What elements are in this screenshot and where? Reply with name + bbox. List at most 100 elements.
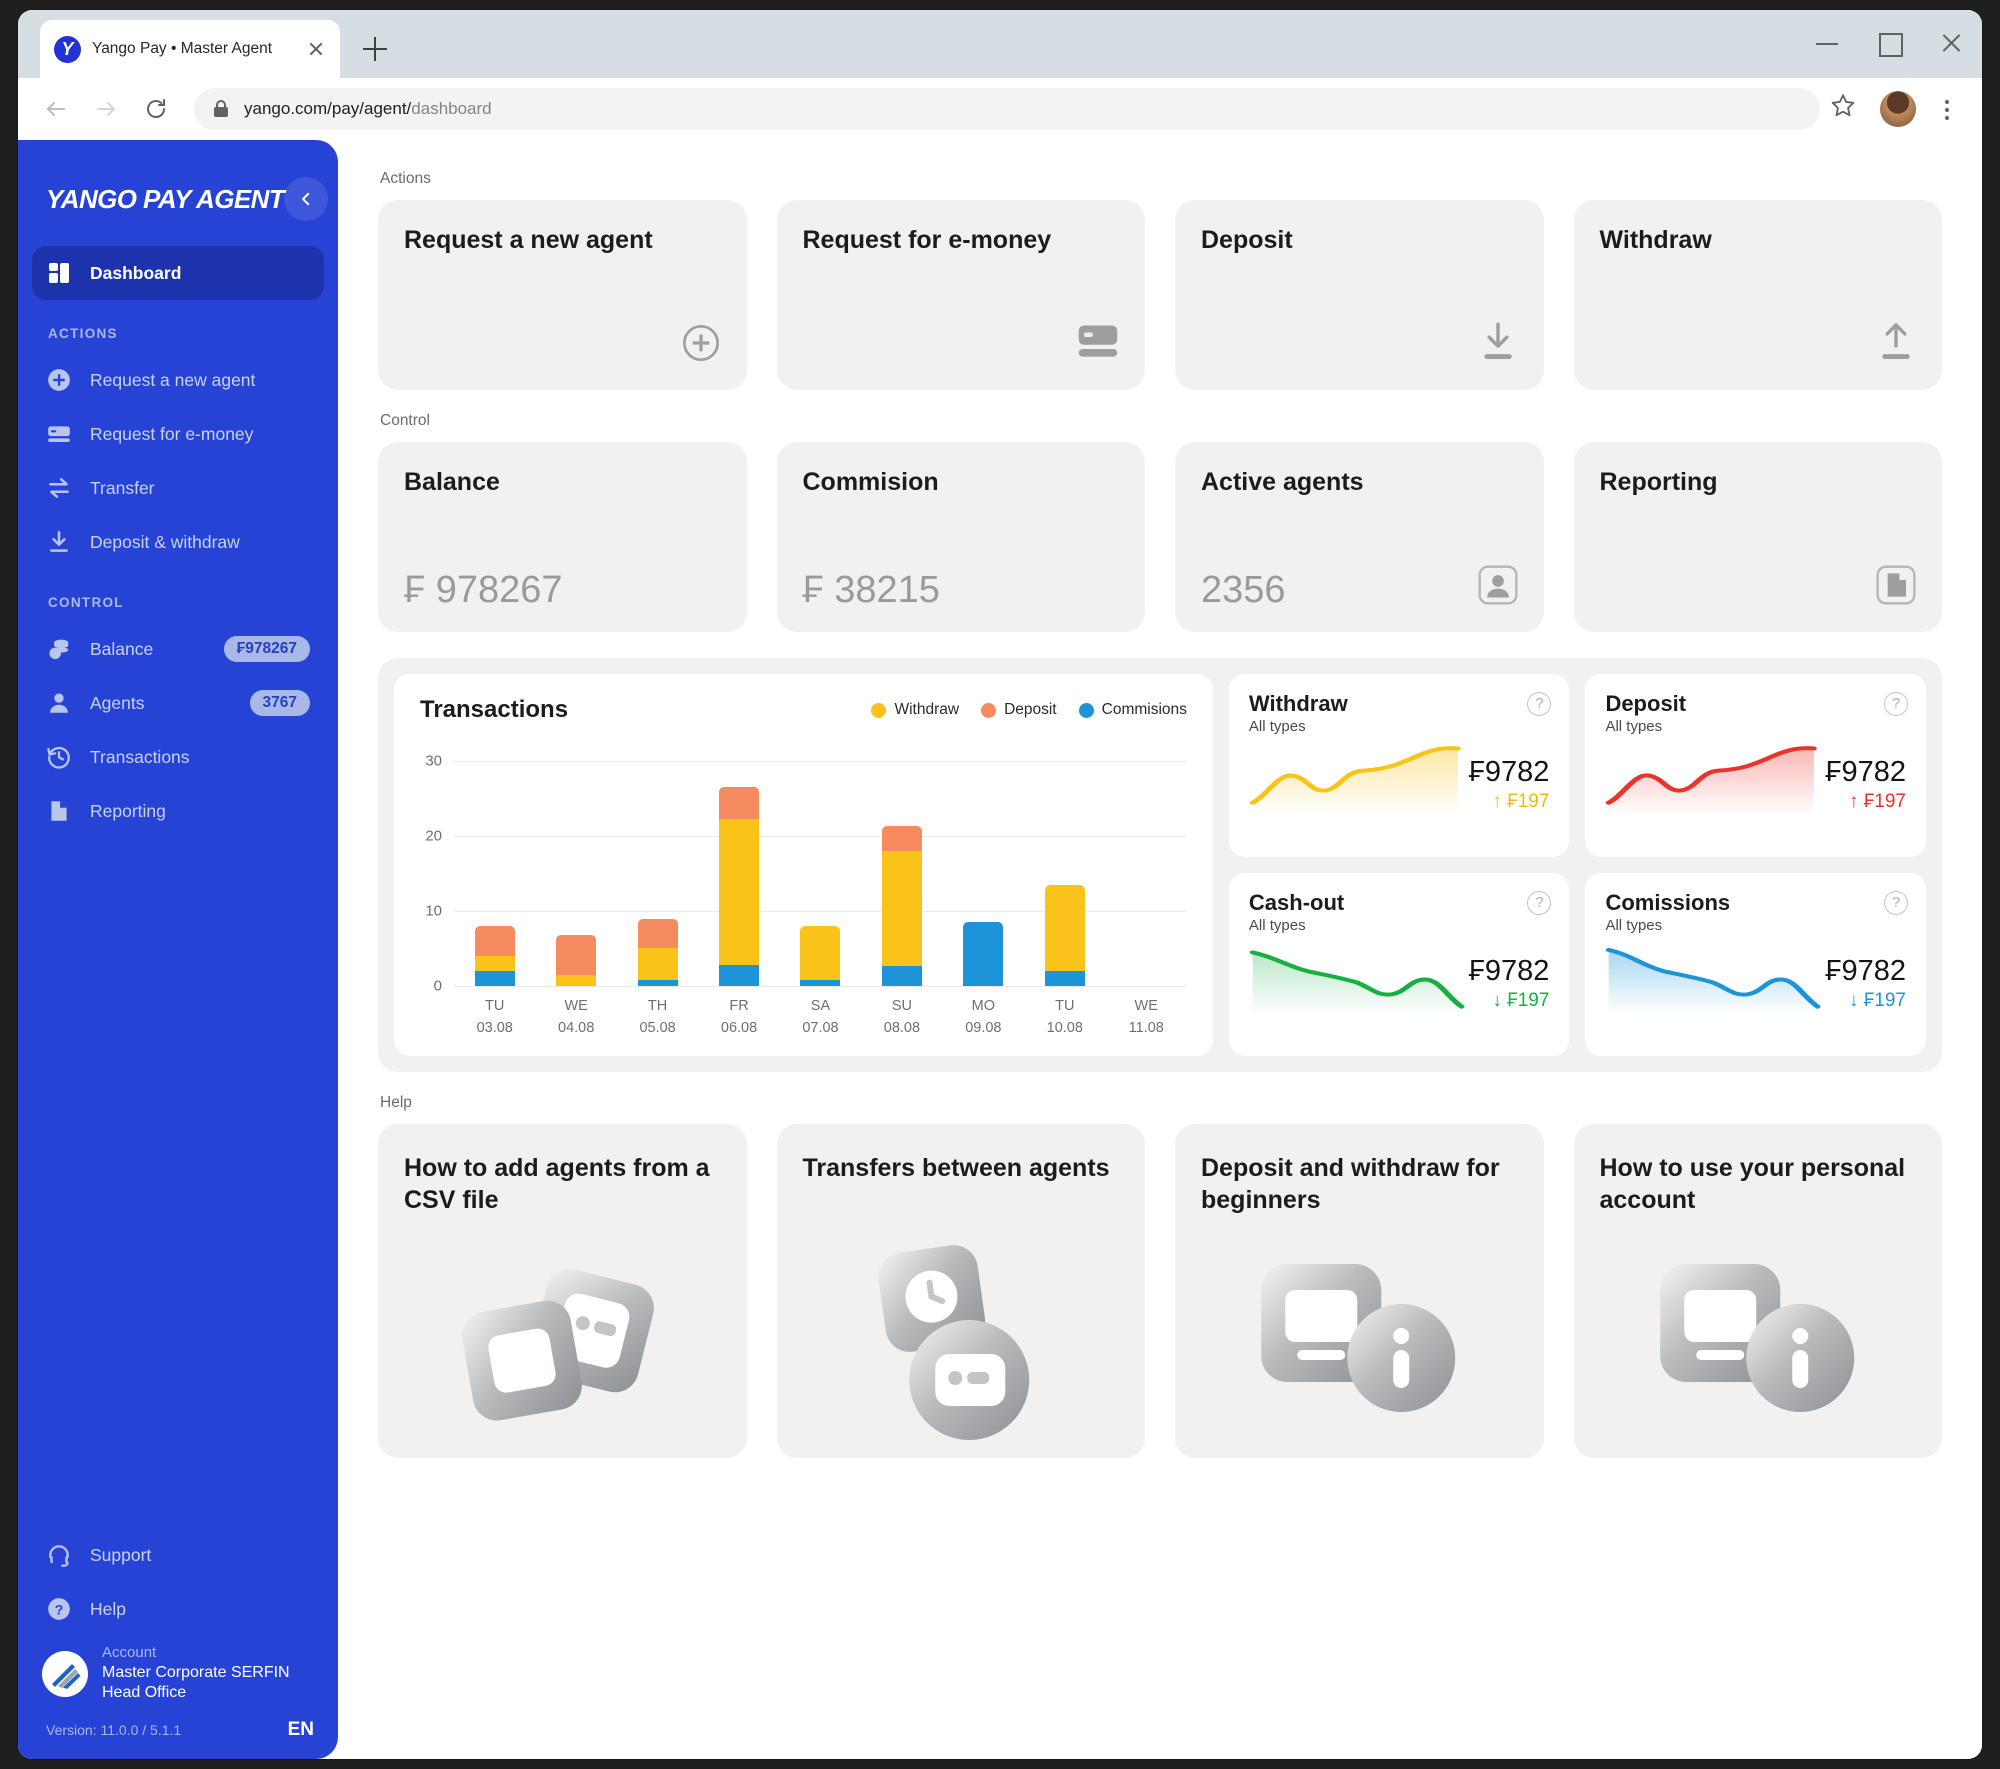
sidebar-item-request-emoney[interactable]: Request for e-money: [32, 407, 324, 461]
account-row[interactable]: Account Master Corporate SERFIN Head Off…: [18, 1636, 338, 1703]
card-title: Deposit and withdraw for beginners: [1201, 1153, 1500, 1214]
control-card-balance[interactable]: Balance ₣ 978267: [378, 442, 747, 632]
bar-segment-deposit: [637, 919, 678, 948]
bookmark-star-icon[interactable]: [1830, 92, 1864, 126]
help-icon[interactable]: ?: [1527, 692, 1552, 716]
sparkline-down: [1249, 950, 1465, 1014]
sidebar-item-agents[interactable]: Agents 3767: [32, 676, 324, 730]
address-bar[interactable]: yango.com/pay/agent/dashboard: [194, 88, 1820, 130]
bar-column[interactable]: [698, 746, 779, 986]
metric-value: ₣9782: [1468, 954, 1550, 987]
help-card-csv-agents[interactable]: How to add agents from a CSV file: [378, 1123, 747, 1458]
minimize-icon[interactable]: [1796, 10, 1858, 78]
x-axis-label: TU 03.08: [476, 998, 513, 1036]
browser-tab[interactable]: Y Yango Pay • Master Agent: [40, 20, 340, 78]
sidebar-item-label: Transfer: [90, 477, 155, 498]
card-title: How to add agents from a CSV file: [404, 1153, 710, 1214]
help-icon[interactable]: ?: [1884, 692, 1908, 716]
legend-item-withdraw[interactable]: Withdraw: [871, 701, 959, 719]
x-axis-label: WE 04.08: [558, 998, 595, 1036]
person-icon: [46, 690, 72, 716]
sidebar-item-support[interactable]: Support: [32, 1528, 324, 1582]
legend-dot-deposit: [981, 702, 997, 718]
person-box-icon: [1478, 565, 1518, 610]
browser-toolbar: yango.com/pay/agent/dashboard: [18, 78, 1982, 140]
action-card-deposit[interactable]: Deposit: [1175, 200, 1544, 390]
bar-column[interactable]: [861, 746, 942, 986]
account-texts: Account Master Corporate SERFIN Head Off…: [102, 1644, 290, 1703]
sidebar: YANGO PAY AGENT Dashboard ACTIONS Reques…: [18, 140, 338, 1759]
metric-card-deposit[interactable]: ? Deposit All types ₣9782 ↑ ₣197: [1585, 674, 1926, 857]
metric-card-withdraw[interactable]: ? Withdraw All types ₣9782 ↑ ₣197: [1228, 674, 1570, 857]
bar-column[interactable]: [617, 746, 698, 986]
bar-column[interactable]: [943, 746, 1024, 986]
chart-plot-area: 0 10 20 30: [425, 746, 1187, 995]
bar-stack: [719, 786, 760, 986]
action-card-withdraw[interactable]: Withdraw: [1573, 200, 1942, 390]
bar-segment-withdraw: [556, 974, 597, 986]
bar-column[interactable]: [1024, 746, 1105, 986]
plus-circle-icon: [46, 367, 72, 393]
card-icon: [1077, 323, 1119, 368]
chart-header: Transactions Withdraw Deposit: [420, 696, 1187, 724]
help-icon[interactable]: ?: [1884, 890, 1908, 915]
metric-title: Deposit: [1605, 691, 1687, 716]
metric-subtitle: All types: [1248, 718, 1306, 736]
card-title: Request a new agent: [404, 226, 653, 254]
card-value: ₣ 978267: [404, 569, 563, 611]
language-switcher[interactable]: EN: [287, 1719, 314, 1740]
reload-icon[interactable]: [136, 89, 176, 129]
control-card-commision[interactable]: Commision ₣ 38215: [776, 442, 1145, 632]
sparkline-down: [1606, 947, 1821, 1014]
sidebar-item-reporting[interactable]: Reporting: [32, 784, 324, 838]
chart-legend: Withdraw Deposit Commisions: [871, 701, 1187, 719]
bar-column[interactable]: [780, 746, 861, 986]
y-axis-tick: 10: [425, 902, 442, 920]
metric-card-cash-out[interactable]: ? Cash-out All types ₣9782 ↓ ₣197: [1228, 872, 1570, 1056]
new-tab-button[interactable]: [352, 26, 398, 72]
bar-segment-withdraw: [1044, 884, 1085, 971]
transfer-agents-art: [777, 1242, 1146, 1452]
chart-title: Transactions: [420, 696, 569, 723]
account-label: Account: [102, 1644, 157, 1662]
back-icon[interactable]: [36, 89, 76, 129]
svg-text:?: ?: [55, 1602, 64, 1618]
help-icon[interactable]: ?: [1527, 890, 1552, 915]
help-card-transfers[interactable]: Transfers between agents: [776, 1123, 1146, 1458]
metric-subtitle: All types: [1605, 916, 1663, 934]
legend-item-deposit[interactable]: Deposit: [981, 701, 1057, 719]
main-content: Actions Request a new agent Request for …: [338, 140, 1982, 1759]
metric-card-comissions[interactable]: ? Comissions All types ₣9782 ↓ ₣197: [1585, 872, 1926, 1056]
sidebar-item-transfer[interactable]: Transfer: [32, 461, 324, 515]
sidebar-item-dashboard[interactable]: Dashboard: [32, 246, 324, 300]
control-card-active-agents[interactable]: Active agents 2356: [1175, 442, 1544, 632]
sidebar-item-deposit-withdraw[interactable]: Deposit & withdraw: [32, 515, 324, 569]
action-card-request-new-agent[interactable]: Request a new agent: [378, 200, 747, 390]
window-controls: [1796, 10, 1982, 78]
control-section-label: Control: [380, 412, 430, 429]
bar-column[interactable]: [535, 746, 616, 986]
sidebar-item-balance[interactable]: Balance ₣978267: [32, 622, 324, 676]
help-card-deposit-withdraw[interactable]: Deposit and withdraw for beginners: [1175, 1123, 1544, 1458]
forward-icon[interactable]: [86, 89, 126, 129]
action-card-request-emoney[interactable]: Request for e-money: [776, 200, 1145, 390]
bar-column[interactable]: [1106, 746, 1187, 986]
control-card-reporting[interactable]: Reporting: [1573, 442, 1942, 632]
sidebar-item-transactions[interactable]: Transactions: [32, 730, 324, 784]
bar-column[interactable]: [454, 746, 535, 986]
sidebar-item-label: Reporting: [90, 800, 166, 821]
profile-avatar[interactable]: [1880, 91, 1916, 127]
bar-segment-deposit: [556, 935, 597, 975]
legend-item-commisions[interactable]: Commisions: [1078, 701, 1187, 719]
sidebar-section-actions-label: ACTIONS: [48, 326, 118, 341]
browser-menu-icon[interactable]: [1930, 89, 1964, 129]
brand-row: YANGO PAY AGENT: [18, 164, 338, 228]
maximize-icon[interactable]: [1858, 10, 1920, 78]
collapse-sidebar-button[interactable]: [284, 177, 329, 221]
sidebar-item-help[interactable]: ? Help: [32, 1582, 324, 1636]
sidebar-section-control-label: CONTROL: [48, 595, 124, 610]
sidebar-item-request-new-agent[interactable]: Request a new agent: [32, 353, 324, 407]
close-icon[interactable]: [306, 39, 326, 59]
window-close-icon[interactable]: [1920, 10, 1982, 78]
help-card-personal-account[interactable]: How to use your personal account: [1573, 1123, 1942, 1458]
